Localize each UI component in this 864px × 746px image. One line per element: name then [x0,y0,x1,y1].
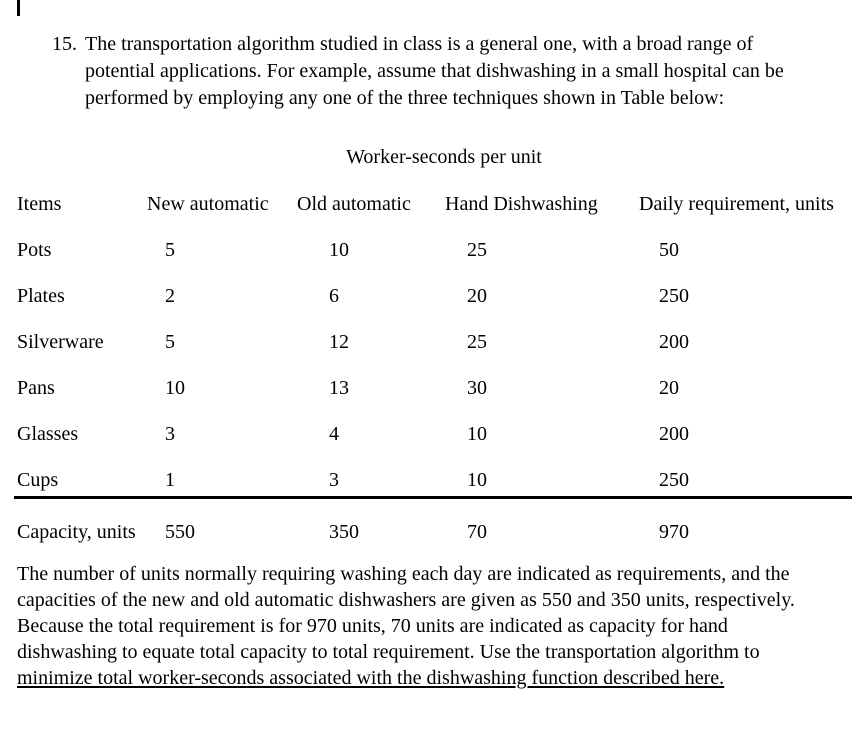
problem-statement: 15. The transportation algorithm studied… [52,31,784,112]
table-row: Plates 2 6 20 250 [17,285,857,308]
column-header-new-automatic: New automatic [147,193,269,215]
table-row: Pots 5 10 25 50 [17,239,857,262]
column-header-hand-dishwashing: Hand Dishwashing [445,193,598,215]
table-row: Silverware 5 12 25 200 [17,331,857,354]
table-header-row: Items New automatic Old automatic Hand D… [17,193,857,216]
description-line: dishwashing to equate total capacity to … [17,641,760,663]
cell-value: 10 [165,377,185,399]
cell-value: 30 [467,377,487,399]
cell-value: 200 [659,423,689,445]
cell-value: 5 [165,331,175,353]
cell-value: 10 [467,469,487,491]
cell-value: 250 [659,469,689,491]
cell-value: 3 [329,469,339,491]
table-footer-row: Capacity, units 550 350 70 970 [17,521,857,544]
description-line: The number of units normally requiring w… [17,563,790,585]
description-line: Because the total requirement is for 970… [17,615,728,637]
cell-value: 200 [659,331,689,353]
cell-value: 25 [467,331,487,353]
column-header-daily-requirement: Daily requirement, units [639,193,834,215]
row-label: Pots [17,239,52,261]
row-label: Plates [17,285,65,307]
cell-value: 25 [467,239,487,261]
table-row: Cups 1 3 10 250 [17,469,857,492]
cell-value: 6 [329,285,339,307]
cell-value: 3 [165,423,175,445]
table-row: Pans 10 13 30 20 [17,377,857,400]
cell-value: 20 [659,377,679,399]
row-label: Cups [17,469,59,491]
table-bottom-rule [14,496,852,499]
cell-value: 2 [165,285,175,307]
cell-value: 12 [329,331,349,353]
row-label: Capacity, units [17,521,136,543]
text-cursor [17,0,20,16]
cell-value: 4 [329,423,339,445]
cell-value: 50 [659,239,679,261]
cell-value: 970 [659,521,689,543]
cell-value: 250 [659,285,689,307]
cell-value: 10 [467,423,487,445]
problem-line: potential applications. For example, ass… [85,60,784,82]
problem-line: The transportation algorithm studied in … [85,33,754,55]
cell-value: 70 [467,521,487,543]
cell-value: 13 [329,377,349,399]
table-title: Worker-seconds per unit [346,146,542,168]
problem-line: performed by employing any one of the th… [85,87,725,109]
description-line: capacities of the new and old automatic … [17,589,795,611]
column-header-old-automatic: Old automatic [297,193,411,215]
description-line-underlined: minimize total worker-seconds associated… [17,667,725,689]
table-row: Glasses 3 4 10 200 [17,423,857,446]
cell-value: 10 [329,239,349,261]
cell-value: 350 [329,521,359,543]
description-paragraph: The number of units normally requiring w… [17,561,795,691]
row-label: Silverware [17,331,104,353]
problem-number: 15. [52,33,77,55]
row-label: Pans [17,377,55,399]
cell-value: 5 [165,239,175,261]
row-label: Glasses [17,423,79,445]
cell-value: 550 [165,521,195,543]
cell-value: 1 [165,469,175,491]
cell-value: 20 [467,285,487,307]
column-header-items: Items [17,193,62,215]
